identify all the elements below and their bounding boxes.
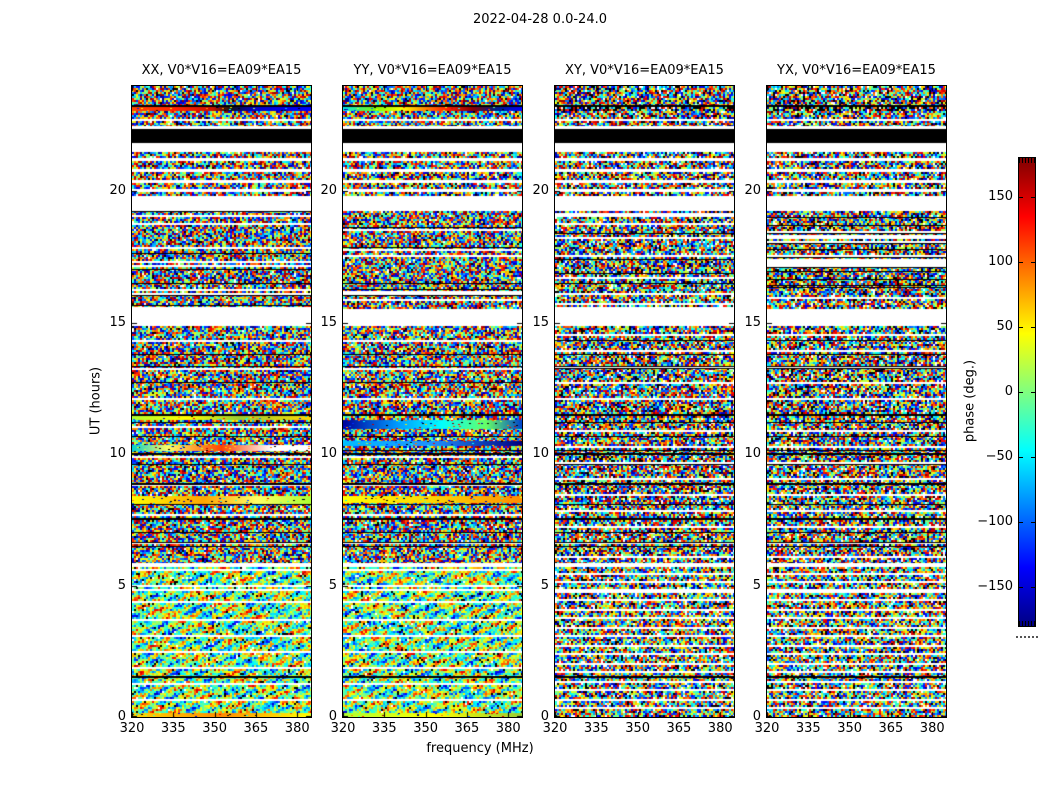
panel-YX-ytick-15: 15 — [744, 314, 761, 330]
panel-XX-xtick-350: 350 — [202, 721, 228, 736]
panel-XX-ytick-20: 20 — [109, 183, 126, 199]
panel-YX-xtick-365: 365 — [878, 721, 904, 736]
colorbar-tick-right-50 — [1031, 327, 1035, 328]
panel-XX-heatmap — [132, 86, 311, 717]
panel-YX-title: YX, V0*V16=EA09*EA15 — [777, 63, 936, 78]
panel-XY-xtick-380: 380 — [707, 721, 733, 736]
panel-YY-xtick-380: 380 — [495, 721, 521, 736]
panel-XY-ytick-20: 20 — [532, 183, 549, 199]
colorbar-ticklabel-50: 50 — [996, 319, 1013, 334]
colorbar-label: phase (deg.) — [962, 359, 978, 443]
colorbar-tick-left-100 — [1019, 262, 1023, 263]
panel-YY-ytick-15: 15 — [320, 314, 337, 330]
panel-XX-xtick-365: 365 — [243, 721, 269, 736]
panel-XX-xtick-335: 335 — [160, 721, 186, 736]
panel-YX-heatmap — [767, 86, 946, 717]
panel-YX — [766, 85, 947, 718]
panel-YX-xtick-320: 320 — [754, 721, 780, 736]
panel-XY-ytick-0: 0 — [540, 709, 549, 724]
panel-YY-xtick-365: 365 — [454, 721, 480, 736]
colorbar-ticklabel--50: −50 — [985, 449, 1013, 464]
colorbar-tick-left--150 — [1019, 587, 1023, 588]
panel-YY-xtick-320: 320 — [330, 721, 356, 736]
panel-XY-xtick-350: 350 — [625, 721, 651, 736]
panel-XY-ytick-5: 5 — [540, 577, 549, 593]
x-axis-label: frequency (MHz) — [426, 741, 534, 756]
panel-XX-ytick-5: 5 — [117, 577, 126, 593]
colorbar-gradient — [1018, 157, 1036, 627]
colorbar-tick-right--50 — [1031, 457, 1035, 458]
colorbar-tick-left--50 — [1019, 457, 1023, 458]
colorbar-top-hatch — [1019, 158, 1035, 163]
panel-XX-xtick-320: 320 — [119, 721, 145, 736]
panel-YY-heatmap — [343, 86, 522, 717]
panel-YY-ytick-0: 0 — [328, 709, 337, 724]
panel-YY-xtick-335: 335 — [371, 721, 397, 736]
colorbar-ticklabel-100: 100 — [988, 254, 1013, 269]
panel-XX-ytick-10: 10 — [109, 446, 126, 462]
panel-XY-ytick-10: 10 — [532, 446, 549, 462]
panel-XX-xtick-380: 380 — [284, 721, 310, 736]
panel-YY-ytick-10: 10 — [320, 446, 337, 462]
panel-XY-xtick-365: 365 — [666, 721, 692, 736]
figure-title: 2022-04-28 0.0-24.0 — [473, 12, 607, 27]
colorbar-tick-right-100 — [1031, 262, 1035, 263]
panel-YX-ytick-5: 5 — [752, 577, 761, 593]
colorbar-tick-right--150 — [1031, 587, 1035, 588]
panel-YX-xtick-335: 335 — [795, 721, 821, 736]
colorbar-ticklabel-150: 150 — [988, 189, 1013, 204]
colorbar-ticklabel--100: −100 — [977, 514, 1013, 529]
colorbar-tick-left-50 — [1019, 327, 1023, 328]
colorbar-ticklabel-0: 0 — [1004, 384, 1013, 399]
panel-YY-ytick-20: 20 — [320, 183, 337, 199]
panel-XX-title: XX, V0*V16=EA09*EA15 — [141, 63, 302, 78]
panel-YX-xtick-380: 380 — [919, 721, 945, 736]
colorbar-tick-right--100 — [1031, 522, 1035, 523]
panel-XX — [131, 85, 312, 718]
colorbar-tick-left-0 — [1019, 392, 1023, 393]
panel-YX-ytick-10: 10 — [744, 446, 761, 462]
panel-YY-ytick-5: 5 — [328, 577, 337, 593]
panel-YY-xtick-350: 350 — [413, 721, 439, 736]
y-axis-label: UT (hours) — [88, 366, 104, 436]
panel-XY-heatmap — [555, 86, 734, 717]
panel-YX-ytick-0: 0 — [752, 709, 761, 724]
panel-XY-xtick-320: 320 — [542, 721, 568, 736]
colorbar-bottom-hatch — [1019, 621, 1035, 626]
panel-XY-ytick-15: 15 — [532, 314, 549, 330]
colorbar-tick-right-150 — [1031, 197, 1035, 198]
colorbar-tick-left--100 — [1019, 522, 1023, 523]
panel-YY-title: YY, V0*V16=EA09*EA15 — [353, 63, 512, 78]
panel-YX-ytick-20: 20 — [744, 183, 761, 199]
panel-YX-xtick-350: 350 — [837, 721, 863, 736]
panel-YY — [342, 85, 523, 718]
colorbar-ticklabel--150: −150 — [977, 579, 1013, 594]
panel-XY — [554, 85, 735, 718]
panel-XY-title: XY, V0*V16=EA09*EA15 — [565, 63, 724, 78]
colorbar-tick-right-0 — [1031, 392, 1035, 393]
panel-XX-ytick-0: 0 — [117, 709, 126, 724]
colorbar-extend-dots — [1016, 636, 1038, 638]
panel-XY-xtick-335: 335 — [583, 721, 609, 736]
colorbar-tick-left-150 — [1019, 197, 1023, 198]
panel-XX-ytick-15: 15 — [109, 314, 126, 330]
